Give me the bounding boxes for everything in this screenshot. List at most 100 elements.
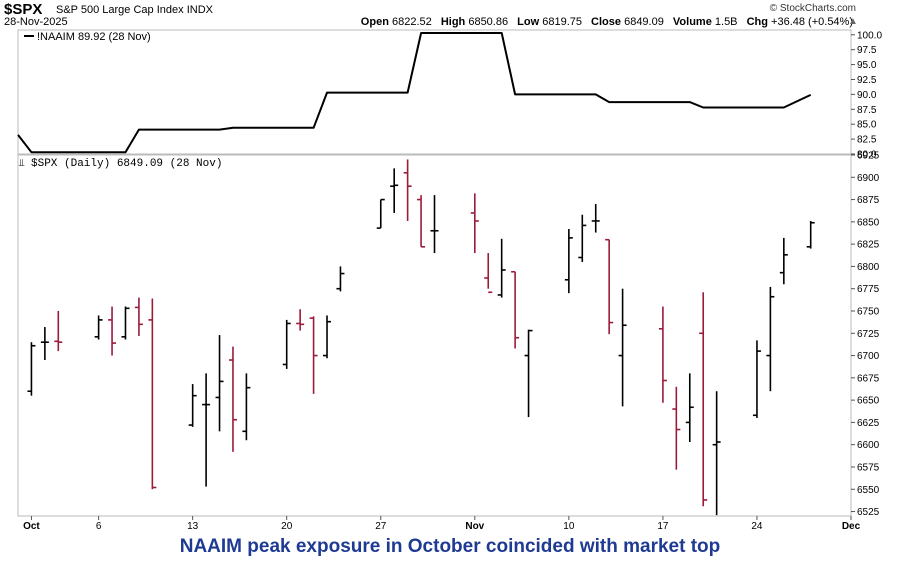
spx-y-tick-label: 6800 [857, 262, 880, 273]
ohlc-bar [685, 373, 694, 443]
naaim-y-tick-label: 97.5 [857, 45, 877, 56]
ohlc-bar [511, 270, 520, 349]
ohlc-bar [108, 306, 117, 356]
naaim-y-tick-label: 87.5 [857, 105, 877, 116]
spx-y-tick-label: 6900 [857, 173, 880, 184]
ohlc-bar [228, 346, 237, 452]
open-value: 6822.52 [391, 16, 432, 28]
ohlc-bar [202, 373, 211, 487]
spx-panel: 6525 6550 6575 6600 6625 6650 6675 6700 6725 6750… [17, 151, 880, 518]
spx-y-tick-label: 6525 [857, 507, 880, 518]
spx-y-tick-label: 6775 [857, 284, 880, 295]
ohlc-bar [484, 253, 493, 294]
spx-y-tick-label: 6750 [857, 306, 880, 317]
close-label: Close [591, 16, 622, 28]
naaim-panel: 80.0 82.5 85.0 87.5 90.0 92.5 95.0 97.5 100.0 !NA… [17, 29, 882, 161]
spx-y-tick-label: 6675 [857, 373, 880, 384]
spx-y-tick-label: 6875 [857, 195, 880, 206]
x-axis-tick-label: 20 [281, 521, 293, 532]
ohlc-bar [121, 306, 130, 340]
change-label: Chg [746, 16, 768, 28]
ohlc-bar [497, 238, 506, 298]
ohlc-bar [27, 342, 36, 396]
low-value: 6819.75 [542, 16, 582, 28]
naaim-y-tick-label: 90.0 [857, 90, 877, 101]
ohlc-bar [672, 386, 681, 470]
ohlc-bar [390, 168, 399, 213]
close-value: 6849.09 [624, 16, 664, 28]
chart-instrument-name: S&P 500 Large Cap Index INDX [56, 4, 213, 16]
naaim-series-line [17, 32, 812, 154]
ohlc-bar [779, 237, 788, 285]
x-axis-tick-label: Oct [23, 521, 40, 532]
ohlc-bar [564, 228, 573, 294]
ohlc-bar [376, 198, 385, 229]
high-value: 6850.86 [468, 16, 509, 28]
naaim-y-tick-label: 92.5 [857, 75, 877, 86]
x-axis-tick-label: 10 [563, 521, 575, 532]
spx-panel-frame [17, 154, 852, 517]
ohlc-bar [430, 195, 439, 254]
ohlc-bar [403, 159, 412, 221]
ohlc-bar [766, 286, 775, 392]
credit-label: © StockCharts.com [769, 3, 856, 14]
spx-y-tick-label: 6925 [857, 151, 880, 162]
naaim-panel-frame [17, 29, 852, 155]
ohlc-bar [591, 204, 600, 233]
ohlc-bar [658, 306, 667, 403]
ohlc-bar [699, 292, 708, 507]
spx-y-tick-label: 6700 [857, 351, 880, 362]
ohlc-summary: Open 6822.52 High 6850.86 Low 6819.75 Cl… [361, 16, 853, 28]
spx-y-tick-label: 6550 [857, 485, 880, 496]
volume-label: Volume [672, 16, 712, 28]
spx-y-tick-label: 6575 [857, 462, 880, 473]
ohlc-bar [752, 340, 761, 418]
x-axis-tick-label: Dec [842, 521, 861, 532]
chart-caption: NAAIM peak exposure in October coincided… [179, 536, 721, 557]
open-label: Open [360, 16, 389, 28]
naaim-y-tick-label: 100.0 [857, 30, 882, 41]
spx-y-tick-label: 6625 [857, 418, 880, 429]
spx-y-tick-label: 6600 [857, 440, 880, 451]
x-axis-tick-label: 13 [187, 521, 199, 532]
ohlc-bar [134, 297, 143, 336]
naaim-y-tick-label: 95.0 [857, 60, 877, 71]
volume-value: 1.5B [714, 16, 738, 28]
ohlc-bar [40, 327, 49, 361]
low-label: Low [517, 16, 540, 28]
x-axis-tick-label: 27 [375, 521, 387, 532]
ohlc-bar [296, 309, 305, 331]
ohlc-bar [712, 391, 721, 516]
ohlc-bar [806, 220, 815, 249]
chart-date: 28-Nov-2025 [4, 16, 68, 28]
ohlc-bars-icon: ⫫ [19, 158, 25, 169]
spx-legend: $SPX (Daily) 6849.09 (28 Nov) [31, 158, 222, 170]
ohlc-bar [605, 238, 614, 335]
spx-y-tick-label: 6650 [857, 396, 880, 407]
spx-y-tick-label: 6825 [857, 240, 880, 251]
naaim-legend: !NAAIM 89.92 (28 Nov) [37, 31, 151, 43]
ohlc-bar [242, 373, 251, 441]
ohlc-bar [578, 214, 587, 262]
naaim-y-tick-label: 80.0 [857, 150, 877, 161]
ohlc-bar [215, 335, 224, 432]
high-label: High [440, 16, 466, 28]
ohlc-bar [94, 315, 103, 340]
ohlc-bar [470, 193, 479, 254]
x-axis-tick-label: 6 [96, 521, 102, 532]
instrument-name: S&P 500 Large Cap Index [56, 4, 184, 16]
ohlc-bar [323, 315, 332, 359]
naaim-y-tick-label: 85.0 [857, 120, 877, 131]
date-axis: Oct 6 13 20 27 Nov 10 17 24 Dec [23, 516, 861, 532]
ohlc-bar [417, 195, 426, 248]
ohlc-bar [618, 288, 627, 407]
ohlc-bar [282, 319, 291, 369]
ohlc-bar [336, 266, 345, 292]
scroll-up-arrow-icon[interactable]: ▲ [848, 16, 858, 27]
ohlc-bar [54, 310, 63, 352]
ohlc-bar [188, 384, 197, 427]
ohlc-bar [148, 298, 157, 490]
x-axis-tick-label: 17 [657, 521, 669, 532]
change-value: +36.48 (+0.54%) [771, 16, 853, 28]
